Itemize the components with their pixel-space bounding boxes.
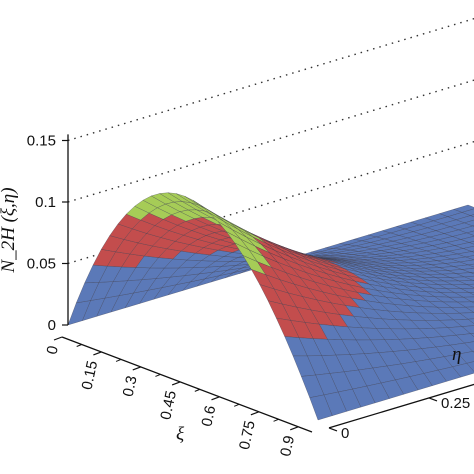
y-axis-line [328,383,474,429]
z-axis-title: N_2H (ξ,η) [0,187,19,273]
y-tick-label: 0 [341,425,349,442]
x-tick-mark [250,411,260,416]
x-minor-tick [273,418,279,422]
z-tick-label: 0 [48,317,56,334]
x-minor-tick [76,344,82,347]
y-tick-mark [428,397,438,402]
x-minor-tick [194,388,200,392]
x-minor-tick [155,373,161,377]
x-tick-label: 0.9 [277,434,298,458]
x-tick-label: 0.3 [120,374,141,398]
x-tick-label: 0 [44,344,62,356]
y-axis-title: η [452,344,461,365]
surface-cell [309,394,333,421]
x-tick-mark [53,336,63,341]
x-minor-tick [115,358,122,362]
box-gridline [67,79,474,203]
x-tick-label: 0.6 [198,404,219,428]
axis-lines [61,134,474,433]
x-minor-tick [234,403,240,407]
z-tick-label: 0.1 [35,194,56,211]
y-axis-ticks: 00.250.50.75 [328,395,470,442]
box-gridline [67,140,474,265]
z-tick-label: 0.05 [27,256,56,273]
dotted-box [67,17,474,265]
x-axis-ticks: 0 0.15 0.3 0.45 0.6 0.75 0.9 [44,336,299,458]
x-tick-label: 0.45 [157,389,180,421]
x-tick-label: 0.75 [236,419,259,451]
x-axis-title: ξ [176,424,185,445]
surface-mesh [67,192,474,421]
x-tick-mark [93,351,102,356]
x-tick-label: 0.15 [79,359,102,391]
x-tick-mark [290,426,299,431]
y-tick-label: 0.25 [441,395,470,412]
x-tick-mark [171,381,181,386]
x-axis-line [61,336,313,433]
z-tick-label: 0.15 [27,133,56,150]
surface-cell [468,241,474,245]
surface-cell [469,214,474,218]
x-tick-mark [211,396,220,401]
z-axis-ticks: 0 0.05 0.1 0.15 [27,133,68,334]
x-tick-mark [132,366,141,371]
box-gridline [67,17,474,142]
y-tick-mark [328,427,338,432]
